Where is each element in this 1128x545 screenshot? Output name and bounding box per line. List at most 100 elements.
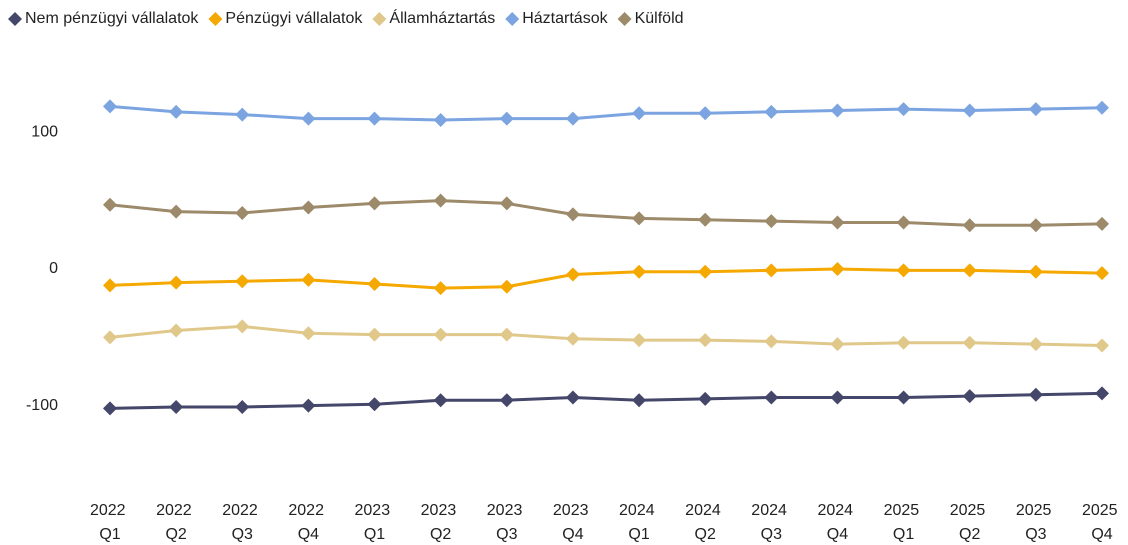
series-line	[109, 267, 1103, 290]
y-tick-label: 100	[31, 124, 58, 141]
legend-marker	[617, 12, 632, 26]
x-tick-label: 2024 Q3	[751, 502, 791, 543]
point	[764, 214, 779, 229]
x-tick-label: 2024 Q2	[685, 502, 725, 543]
point	[1095, 216, 1109, 231]
point	[367, 277, 382, 292]
point	[1028, 387, 1043, 402]
point	[499, 279, 514, 294]
x-tick-label: 2022 Q2	[156, 502, 196, 543]
point	[962, 389, 977, 404]
point	[764, 104, 779, 119]
point	[830, 390, 845, 405]
point	[103, 278, 117, 293]
point	[830, 262, 845, 276]
series-line	[109, 199, 1103, 227]
point	[433, 193, 448, 208]
point	[169, 275, 184, 290]
point	[1095, 386, 1109, 401]
point	[698, 106, 713, 121]
legend-label: Pénzügyi vállalatok	[225, 10, 363, 27]
point	[565, 390, 580, 405]
point	[499, 393, 514, 408]
point	[499, 327, 514, 342]
point	[169, 400, 184, 415]
point	[301, 200, 316, 215]
point	[565, 111, 580, 126]
point	[367, 397, 382, 412]
point	[103, 401, 117, 416]
x-tick-label: 2025 Q3	[1016, 502, 1056, 543]
point	[235, 274, 250, 289]
point	[169, 204, 184, 219]
x-tick-label: 2025 Q4	[1082, 502, 1122, 543]
point	[301, 272, 316, 287]
point	[962, 103, 977, 118]
x-tick-label: 2023 Q3	[487, 502, 527, 543]
y-tick-label: 0	[49, 260, 58, 277]
x-tick-label: 2022 Q3	[222, 502, 262, 543]
legend-marker	[8, 12, 22, 26]
point	[103, 330, 117, 345]
point	[433, 281, 448, 296]
point	[764, 334, 779, 349]
point	[301, 398, 316, 413]
point	[632, 211, 647, 226]
point	[962, 263, 977, 278]
point	[698, 212, 713, 227]
point	[1095, 266, 1109, 281]
point	[1028, 264, 1043, 279]
point	[367, 196, 382, 211]
x-tick-label: 2022 Q1	[90, 502, 130, 543]
point	[632, 393, 647, 408]
point	[764, 390, 779, 405]
point	[103, 197, 117, 212]
point	[367, 111, 382, 126]
point	[830, 337, 845, 352]
legend-label: Külföld	[635, 10, 684, 27]
point	[896, 102, 911, 117]
point	[896, 215, 911, 230]
point	[1028, 337, 1043, 352]
point	[235, 319, 250, 334]
series-line	[109, 324, 1103, 348]
x-tick-label: 2024 Q1	[619, 502, 659, 543]
legend-marker	[208, 12, 223, 26]
point	[698, 333, 713, 348]
point	[632, 264, 647, 279]
point	[235, 205, 250, 220]
x-tick-label: 2025 Q1	[884, 502, 924, 543]
legend-marker	[505, 12, 520, 26]
point	[433, 113, 448, 128]
x-tick-label: 2024 Q4	[817, 502, 857, 543]
point	[433, 393, 448, 408]
point	[433, 327, 448, 342]
point	[103, 99, 117, 114]
point	[962, 335, 977, 350]
point	[367, 327, 382, 342]
x-tick-label: 2023 Q2	[421, 502, 461, 543]
point	[499, 111, 514, 126]
point	[896, 263, 911, 278]
legend-marker	[372, 12, 387, 26]
point	[301, 326, 316, 341]
point	[830, 215, 845, 230]
point	[896, 335, 911, 350]
point	[698, 264, 713, 279]
point	[764, 263, 779, 278]
y-tick-label: -100	[26, 397, 58, 414]
point	[632, 333, 647, 348]
point	[896, 390, 911, 405]
point	[235, 107, 250, 122]
series-line	[109, 391, 1103, 410]
x-tick-label: 2023 Q1	[355, 502, 395, 543]
point	[962, 218, 977, 233]
point	[830, 103, 845, 118]
point	[301, 111, 316, 126]
point	[1095, 100, 1109, 115]
x-tick-label: 2022 Q4	[288, 502, 328, 543]
point	[565, 331, 580, 346]
point	[499, 196, 514, 211]
legend-label: Államháztartás	[389, 8, 495, 27]
